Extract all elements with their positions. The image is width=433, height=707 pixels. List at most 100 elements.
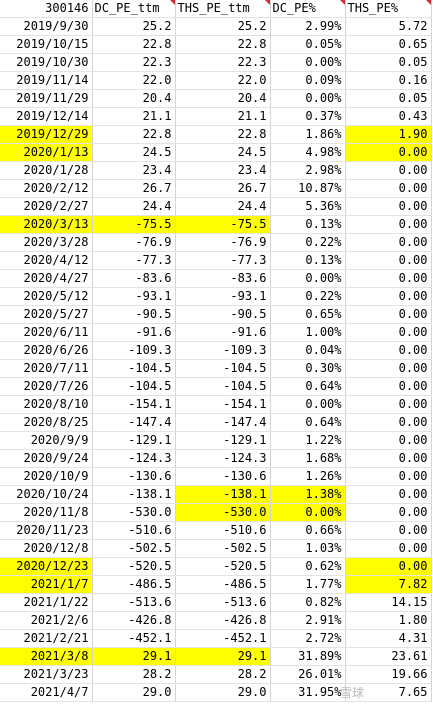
cell-date[interactable]: 2020/4/27	[0, 269, 93, 289]
cell-ths-pe-ttm[interactable]: 20.4	[175, 89, 271, 109]
cell-date[interactable]: 2020/9/24	[0, 449, 93, 469]
cell-ths-pe-pct[interactable]: 0.00	[345, 503, 432, 523]
cell-date[interactable]: 2019/9/30	[0, 17, 93, 37]
cell-dc-pe-pct[interactable]: 2.91%	[270, 611, 346, 631]
cell-dc-pe-ttm[interactable]: -76.9	[92, 233, 176, 253]
cell-dc-pe-pct[interactable]: 1.38%	[270, 485, 346, 505]
cell-dc-pe-ttm[interactable]: -502.5	[92, 539, 176, 559]
cell-dc-pe-pct[interactable]: 0.22%	[270, 287, 346, 307]
cell-ths-pe-pct[interactable]: 19.66	[345, 665, 432, 685]
cell-dc-pe-ttm[interactable]: -104.5	[92, 359, 176, 379]
cell-dc-pe-ttm[interactable]: -109.3	[92, 341, 176, 361]
cell-ths-pe-ttm[interactable]: 21.1	[175, 107, 271, 127]
cell-date[interactable]: 2020/9/9	[0, 431, 93, 451]
cell-ths-pe-pct[interactable]: 0.00	[345, 197, 432, 217]
cell-dc-pe-ttm[interactable]: 22.0	[92, 71, 176, 91]
cell-date[interactable]: 2019/11/14	[0, 71, 93, 91]
cell-dc-pe-pct[interactable]: 0.00%	[270, 89, 346, 109]
cell-date[interactable]: 2021/2/6	[0, 611, 93, 631]
cell-dc-pe-pct[interactable]: 5.36%	[270, 197, 346, 217]
cell-date[interactable]: 2021/3/23	[0, 665, 93, 685]
cell-dc-pe-pct[interactable]: 0.22%	[270, 233, 346, 253]
cell-ths-pe-ttm[interactable]: -83.6	[175, 269, 271, 289]
cell-dc-pe-pct[interactable]: 1.26%	[270, 467, 346, 487]
cell-dc-pe-pct[interactable]: 0.00%	[270, 269, 346, 289]
cell-ths-pe-pct[interactable]: 14.15	[345, 593, 432, 613]
cell-date[interactable]: 2020/12/8	[0, 539, 93, 559]
cell-date[interactable]: 2019/11/29	[0, 89, 93, 109]
cell-ths-pe-pct[interactable]: 0.00	[345, 377, 432, 397]
cell-date[interactable]: 2020/3/13	[0, 215, 93, 235]
cell-ths-pe-ttm[interactable]: -520.5	[175, 557, 271, 577]
cell-ths-pe-pct[interactable]: 7.82	[345, 575, 432, 595]
cell-ths-pe-ttm[interactable]: -129.1	[175, 431, 271, 451]
cell-ths-pe-ttm[interactable]: -513.6	[175, 593, 271, 613]
cell-dc-pe-ttm[interactable]: -154.1	[92, 395, 176, 415]
cell-dc-pe-pct[interactable]: 0.64%	[270, 377, 346, 397]
cell-ths-pe-pct[interactable]: 0.65	[345, 35, 432, 55]
cell-dc-pe-ttm[interactable]: 25.2	[92, 17, 176, 37]
cell-dc-pe-pct[interactable]: 2.72%	[270, 629, 346, 649]
cell-dc-pe-pct[interactable]: 31.89%	[270, 647, 346, 667]
cell-ths-pe-pct[interactable]: 0.00	[345, 161, 432, 181]
cell-ths-pe-ttm[interactable]: 29.1	[175, 647, 271, 667]
cell-date[interactable]: 2020/7/11	[0, 359, 93, 379]
cell-dc-pe-pct[interactable]: 1.68%	[270, 449, 346, 469]
cell-dc-pe-ttm[interactable]: 22.3	[92, 53, 176, 73]
cell-dc-pe-ttm[interactable]: 22.8	[92, 35, 176, 55]
cell-dc-pe-ttm[interactable]: -513.6	[92, 593, 176, 613]
cell-ths-pe-ttm[interactable]: 24.4	[175, 197, 271, 217]
cell-dc-pe-pct[interactable]: 2.98%	[270, 161, 346, 181]
cell-date[interactable]: 2020/11/23	[0, 521, 93, 541]
cell-ths-pe-ttm[interactable]: 26.7	[175, 179, 271, 199]
cell-date[interactable]: 2020/5/27	[0, 305, 93, 325]
cell-ths-pe-pct[interactable]: 0.00	[345, 557, 432, 577]
cell-ths-pe-ttm[interactable]: 22.8	[175, 35, 271, 55]
cell-date[interactable]: 2020/12/23	[0, 557, 93, 577]
cell-date[interactable]: 2020/6/11	[0, 323, 93, 343]
cell-dc-pe-pct[interactable]: 1.03%	[270, 539, 346, 559]
cell-date[interactable]: 2021/2/21	[0, 629, 93, 649]
header-cell-ths-pe-ttm[interactable]: THS_PE_ttm	[175, 0, 271, 19]
cell-dc-pe-ttm[interactable]: -130.6	[92, 467, 176, 487]
cell-dc-pe-ttm[interactable]: 24.5	[92, 143, 176, 163]
cell-ths-pe-pct[interactable]: 0.00	[345, 359, 432, 379]
cell-dc-pe-ttm[interactable]: -147.4	[92, 413, 176, 433]
cell-dc-pe-ttm[interactable]: 24.4	[92, 197, 176, 217]
cell-ths-pe-pct[interactable]: 0.16	[345, 71, 432, 91]
cell-ths-pe-ttm[interactable]: -91.6	[175, 323, 271, 343]
cell-dc-pe-ttm[interactable]: -90.5	[92, 305, 176, 325]
cell-ths-pe-pct[interactable]: 0.00	[345, 341, 432, 361]
cell-dc-pe-pct[interactable]: 10.87%	[270, 179, 346, 199]
cell-dc-pe-pct[interactable]: 1.00%	[270, 323, 346, 343]
cell-dc-pe-pct[interactable]: 31.95%	[270, 683, 346, 703]
cell-dc-pe-pct[interactable]: 0.00%	[270, 53, 346, 73]
cell-date[interactable]: 2019/10/30	[0, 53, 93, 73]
cell-ths-pe-pct[interactable]: 0.00	[345, 449, 432, 469]
cell-dc-pe-ttm[interactable]: 22.8	[92, 125, 176, 145]
cell-date[interactable]: 2021/3/8	[0, 647, 93, 667]
cell-ths-pe-pct[interactable]: 0.00	[345, 413, 432, 433]
cell-ths-pe-pct[interactable]: 0.00	[345, 521, 432, 541]
cell-ths-pe-ttm[interactable]: 24.5	[175, 143, 271, 163]
cell-ths-pe-ttm[interactable]: -502.5	[175, 539, 271, 559]
cell-dc-pe-ttm[interactable]: 29.0	[92, 683, 176, 703]
cell-ths-pe-ttm[interactable]: -104.5	[175, 359, 271, 379]
cell-dc-pe-pct[interactable]: 0.62%	[270, 557, 346, 577]
cell-ths-pe-pct[interactable]: 0.00	[345, 395, 432, 415]
cell-dc-pe-pct[interactable]: 0.00%	[270, 395, 346, 415]
cell-dc-pe-pct[interactable]: 1.77%	[270, 575, 346, 595]
cell-dc-pe-ttm[interactable]: -530.0	[92, 503, 176, 523]
cell-date[interactable]: 2020/1/13	[0, 143, 93, 163]
cell-ths-pe-pct[interactable]: 4.31	[345, 629, 432, 649]
cell-ths-pe-pct[interactable]: 0.00	[345, 539, 432, 559]
cell-ths-pe-pct[interactable]: 0.05	[345, 89, 432, 109]
cell-ths-pe-ttm[interactable]: -124.3	[175, 449, 271, 469]
cell-date[interactable]: 2020/2/12	[0, 179, 93, 199]
cell-dc-pe-pct[interactable]: 0.66%	[270, 521, 346, 541]
cell-date[interactable]: 2020/8/10	[0, 395, 93, 415]
header-cell-code[interactable]: 300146	[0, 0, 93, 19]
cell-date[interactable]: 2020/7/26	[0, 377, 93, 397]
header-cell-dc-pe-ttm[interactable]: DC_PE_ttm	[92, 0, 176, 19]
cell-date[interactable]: 2020/10/24	[0, 485, 93, 505]
